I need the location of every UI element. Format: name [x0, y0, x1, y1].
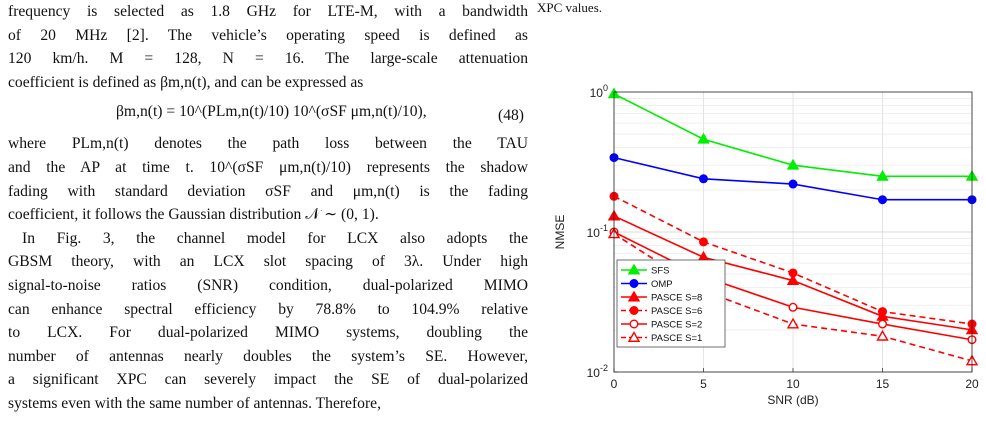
data-point: [786, 158, 800, 170]
nmse-chart: 0 5 10 15 20 100 10-1 10-2 NMSE SNR (dB) SFS OMP…: [553, 84, 979, 407]
figure-caption-tail: XPC values.: [537, 0, 977, 15]
text-line: where PLm,n(t) denotes the path loss bet…: [8, 135, 528, 153]
equation-body: βm,n(t) = 10^(PLm,n(t)/10) 10^(σSF μm,n(…: [116, 103, 427, 121]
text-line: fading with standard deviation σSF and μ…: [8, 182, 528, 200]
data-point: [788, 179, 798, 189]
y-tick-label: 10-2: [587, 363, 608, 380]
left-text-column: frequency is selected as 1.8 GHz for LTE…: [8, 0, 528, 416]
equation-number: (48): [498, 107, 524, 125]
text-line: frequency is selected as 1.8 GHz for LTE…: [8, 3, 528, 20]
paragraph-1-cont: where PLm,n(t) denotes the path loss bet…: [8, 132, 528, 226]
data-point: [876, 169, 889, 181]
paragraph-1: frequency is selected as 1.8 GHz for LTE…: [8, 0, 528, 94]
legend-marker: [627, 263, 641, 275]
text-line: of 20 MHz [2]. The vehicle’s operating s…: [8, 26, 528, 44]
data-point: [878, 307, 888, 317]
text-line: coefficient, it follows the Gaussian dis…: [8, 206, 379, 224]
legend-label: PASCE S=2: [651, 320, 702, 331]
paragraph-2: In Fig. 3, the channel model for LCX als…: [8, 227, 528, 416]
data-point: [878, 319, 888, 329]
data-point: [698, 237, 708, 247]
data-point: [788, 268, 798, 278]
legend-box: [616, 259, 726, 348]
chart-ticks: 0 5 10 15 20 100 10-1 10-2: [587, 84, 979, 391]
text-line: GBSM theory, with an LCX slot spacing of…: [8, 253, 528, 271]
legend-label: PASCE S=8: [651, 293, 702, 304]
x-tick-label: 5: [700, 377, 707, 391]
data-point: [786, 274, 800, 286]
text-line: a significant XPC can severely impact th…: [8, 371, 528, 389]
text-line: to LCX. For dual-polarized MIMO systems,…: [8, 324, 528, 342]
text-line: 120 km/h. M = 128, N = 16. The large-sca…: [8, 50, 528, 68]
data-point: [788, 302, 798, 312]
x-tick-label: 20: [965, 377, 979, 391]
data-point: [878, 195, 888, 205]
x-tick-label: 15: [876, 377, 890, 391]
chart-legend: SFS OMP PASCE S=8 PASCE S=6 PASCE S=2 PASCE S…: [616, 259, 726, 348]
y-tick-label: 10-1: [587, 223, 608, 240]
legend-label: PASCE S=6: [651, 306, 702, 317]
text-line: signal-to-noise ratios (SNR) condition, …: [8, 276, 528, 294]
legend-marker: [629, 278, 639, 288]
data-point: [786, 317, 800, 329]
text-line: can enhance spectral efficiency by 78.8%…: [8, 300, 528, 318]
text-line: and the AP at time t. 10^(σSF μm,n(t)/10…: [8, 158, 528, 176]
text-line: In Fig. 3, the channel model for LCX als…: [22, 229, 528, 247]
y-axis-label: NMSE: [553, 215, 567, 250]
legend-label: SFS: [651, 266, 669, 277]
y-tick-label: 100: [590, 84, 608, 100]
x-tick-label: 0: [611, 377, 618, 391]
data-point: [876, 329, 889, 341]
x-tick-label: 10: [786, 377, 800, 391]
caption-text: XPC values.: [537, 0, 602, 15]
equation-48: βm,n(t) = 10^(PLm,n(t)/10) 10^(σSF μm,n(…: [8, 94, 528, 132]
x-axis-label: SNR (dB): [767, 393, 818, 407]
legend-marker: [627, 331, 641, 342]
legend-label: OMP: [651, 279, 673, 290]
data-point: [698, 174, 708, 184]
legend-marker: [629, 305, 639, 315]
legend-marker: [629, 319, 639, 329]
legend-label: PASCE S=1: [651, 333, 702, 344]
text-line: number of antennas nearly doubles the sy…: [8, 347, 528, 365]
text-line: coefficient is defined as βm,n(t), and c…: [8, 73, 364, 91]
legend-marker: [627, 290, 641, 302]
data-point: [697, 132, 710, 144]
text-line: systems even with the same number of ant…: [8, 394, 381, 412]
